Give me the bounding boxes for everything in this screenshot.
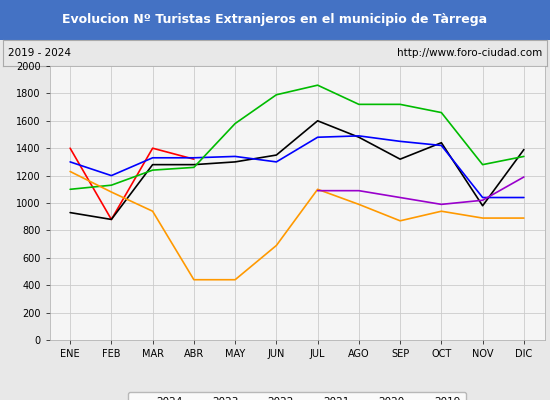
- 2021: [67, 187, 74, 192]
- 2023: [108, 217, 115, 222]
- 2022: [273, 160, 279, 164]
- 2021: [150, 168, 156, 172]
- 2022: [438, 143, 444, 148]
- 2023: [150, 162, 156, 167]
- 2022: [232, 154, 239, 159]
- 2020: [150, 209, 156, 214]
- 2023: [479, 203, 486, 208]
- Line: 2024: 2024: [70, 148, 194, 220]
- 2019: [438, 202, 444, 207]
- 2020: [397, 218, 404, 223]
- Line: 2019: 2019: [318, 177, 524, 204]
- 2021: [273, 92, 279, 97]
- Legend: 2024, 2023, 2022, 2021, 2020, 2019: 2024, 2023, 2022, 2021, 2020, 2019: [128, 392, 466, 400]
- Text: 2019 - 2024: 2019 - 2024: [8, 48, 71, 58]
- 2020: [315, 187, 321, 192]
- 2020: [190, 277, 197, 282]
- 2021: [397, 102, 404, 107]
- 2020: [232, 277, 239, 282]
- Line: 2022: 2022: [70, 136, 524, 198]
- 2022: [150, 155, 156, 160]
- 2020: [273, 243, 279, 248]
- 2020: [520, 216, 527, 220]
- 2023: [397, 157, 404, 162]
- 2021: [190, 165, 197, 170]
- 2023: [520, 147, 527, 152]
- 2022: [108, 173, 115, 178]
- 2020: [438, 209, 444, 214]
- 2022: [355, 134, 362, 138]
- 2022: [315, 135, 321, 140]
- 2022: [190, 155, 197, 160]
- 2023: [438, 140, 444, 145]
- 2022: [479, 195, 486, 200]
- 2022: [397, 139, 404, 144]
- Line: 2021: 2021: [70, 85, 524, 189]
- 2020: [479, 216, 486, 220]
- 2021: [438, 110, 444, 115]
- 2019: [355, 188, 362, 193]
- 2024: [190, 157, 197, 162]
- Text: Evolucion Nº Turistas Extranjeros en el municipio de Tàrrega: Evolucion Nº Turistas Extranjeros en el …: [63, 14, 487, 26]
- Line: 2020: 2020: [70, 172, 524, 280]
- 2020: [108, 190, 115, 194]
- 2019: [520, 174, 527, 179]
- 2019: [397, 195, 404, 200]
- 2020: [67, 169, 74, 174]
- 2024: [108, 217, 115, 222]
- 2022: [520, 195, 527, 200]
- 2021: [232, 121, 239, 126]
- 2023: [315, 118, 321, 123]
- 2019: [479, 198, 486, 203]
- 2021: [315, 83, 321, 88]
- 2024: [67, 146, 74, 150]
- 2019: [315, 188, 321, 193]
- Text: http://www.foro-ciudad.com: http://www.foro-ciudad.com: [397, 48, 542, 58]
- 2023: [190, 162, 197, 167]
- 2023: [273, 153, 279, 158]
- 2023: [67, 210, 74, 215]
- 2024: [150, 146, 156, 150]
- 2020: [355, 202, 362, 207]
- 2023: [232, 160, 239, 164]
- 2021: [355, 102, 362, 107]
- 2021: [108, 183, 115, 188]
- Line: 2023: 2023: [70, 121, 524, 220]
- 2021: [479, 162, 486, 167]
- 2022: [67, 160, 74, 164]
- 2021: [520, 154, 527, 159]
- 2023: [355, 135, 362, 140]
